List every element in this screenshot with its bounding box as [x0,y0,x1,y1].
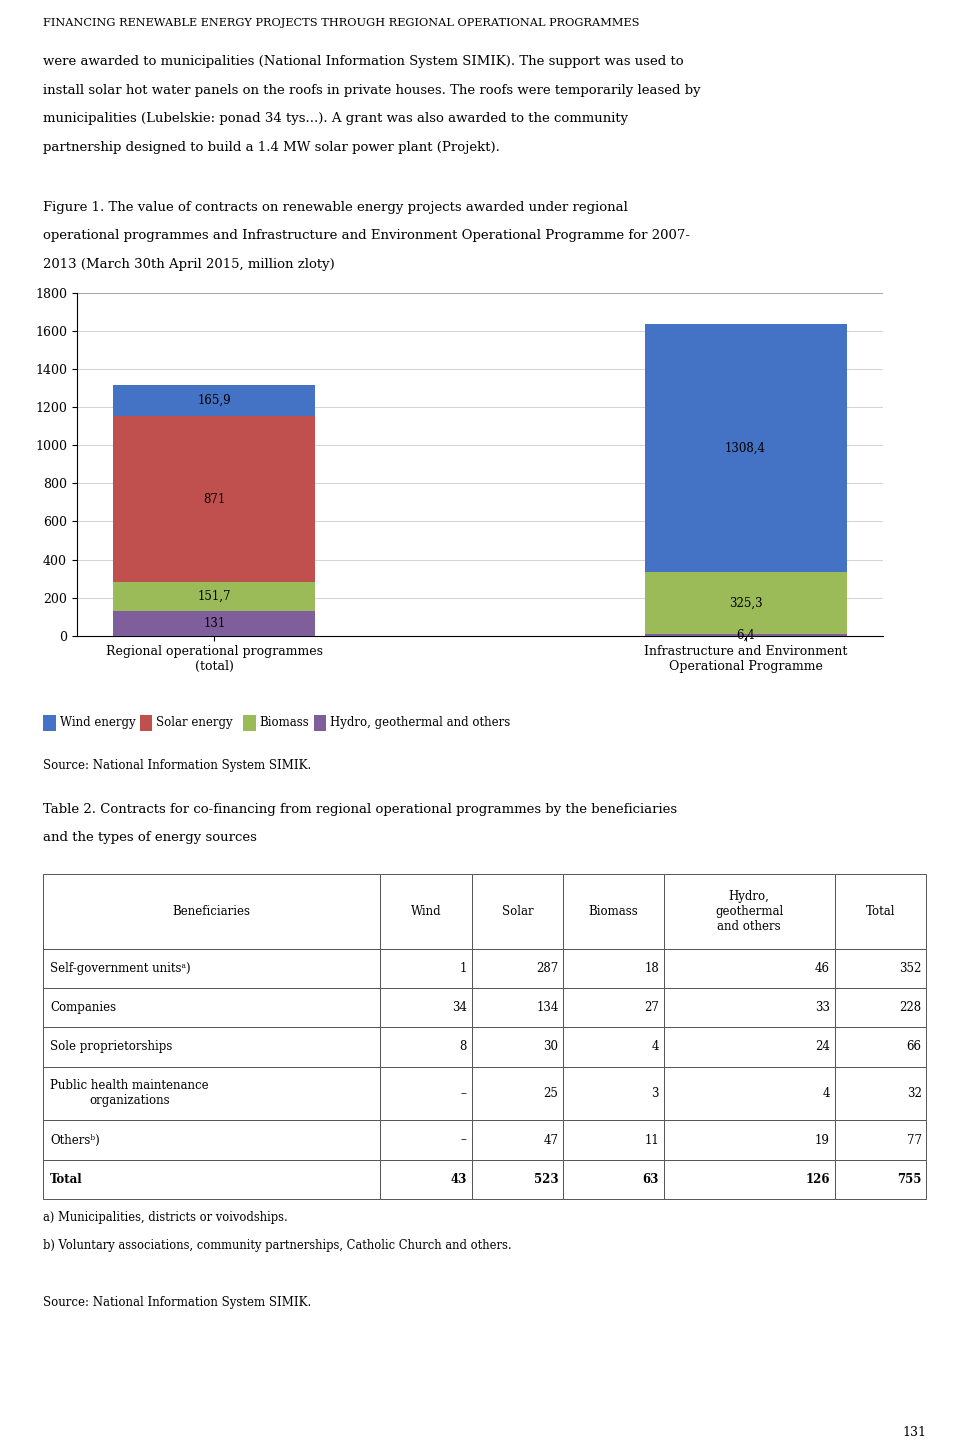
Text: 871: 871 [204,492,226,505]
Text: 1: 1 [460,962,467,974]
Text: 77: 77 [906,1134,922,1146]
Text: b) Voluntary associations, community partnerships, Catholic Church and others.: b) Voluntary associations, community par… [43,1239,512,1252]
Text: 4: 4 [823,1088,829,1099]
Text: 151,7: 151,7 [198,590,231,603]
Text: 228: 228 [900,1002,922,1013]
Text: Biomass: Biomass [259,716,309,729]
Text: 6,4: 6,4 [736,629,755,642]
Text: 33: 33 [815,1002,829,1013]
Text: 352: 352 [900,962,922,974]
Text: 25: 25 [543,1088,559,1099]
Text: were awarded to municipalities (National Information System SIMIK). The support : were awarded to municipalities (National… [43,55,684,68]
Text: 11: 11 [644,1134,660,1146]
Text: 126: 126 [805,1174,829,1185]
Text: Companies: Companies [50,1002,116,1013]
Bar [645,323,847,572]
Text: Total: Total [50,1174,83,1185]
Bar [113,416,315,582]
Text: 3: 3 [652,1088,660,1099]
Text: Beneficiaries: Beneficiaries [173,906,251,917]
Text: 287: 287 [537,962,559,974]
Text: 131: 131 [204,616,226,629]
Text: 8: 8 [460,1041,467,1053]
Bar [113,610,315,635]
Text: 134: 134 [537,1002,559,1013]
Text: Public health maintenance
organizations: Public health maintenance organizations [50,1079,208,1108]
Text: Othersᵇ): Othersᵇ) [50,1134,100,1146]
Text: and the types of energy sources: and the types of energy sources [43,831,257,844]
Text: 63: 63 [642,1174,660,1185]
Text: 46: 46 [815,962,829,974]
Text: 32: 32 [907,1088,922,1099]
Text: 18: 18 [644,962,660,974]
Text: 523: 523 [534,1174,559,1185]
Text: 325,3: 325,3 [729,597,762,610]
Text: 19: 19 [815,1134,829,1146]
Text: Solar: Solar [502,906,534,917]
Text: 1308,4: 1308,4 [725,441,766,454]
Bar [113,384,315,416]
Text: 755: 755 [898,1174,922,1185]
Text: Hydro,
geothermal
and others: Hydro, geothermal and others [715,890,783,933]
Text: partnership designed to build a 1.4 MW solar power plant (Projekt).: partnership designed to build a 1.4 MW s… [43,141,500,153]
Bar [645,572,847,635]
Text: Figure 1. The value of contracts on renewable energy projects awarded under regi: Figure 1. The value of contracts on rene… [43,201,628,214]
Text: municipalities (Lubelskie: ponad 34 tys...). A grant was also awarded to the com: municipalities (Lubelskie: ponad 34 tys.… [43,112,629,125]
Text: 34: 34 [452,1002,467,1013]
Text: Wind energy: Wind energy [60,716,135,729]
Text: 27: 27 [644,1002,660,1013]
Bar [113,582,315,610]
Text: –: – [461,1134,467,1146]
Text: Source: National Information System SIMIK.: Source: National Information System SIMI… [43,1296,311,1309]
Text: 47: 47 [543,1134,559,1146]
Text: Source: National Information System SIMIK.: Source: National Information System SIMI… [43,760,311,772]
Text: 30: 30 [543,1041,559,1053]
Text: –: – [461,1088,467,1099]
Text: Sole proprietorships: Sole proprietorships [50,1041,172,1053]
Text: 2013 (March 30th April 2015, million zloty): 2013 (March 30th April 2015, million zlo… [43,258,335,271]
Text: 165,9: 165,9 [198,395,231,408]
Text: 66: 66 [906,1041,922,1053]
Text: 131: 131 [902,1425,926,1439]
Text: FINANCING RENEWABLE ENERGY PROJECTS THROUGH REGIONAL OPERATIONAL PROGRAMMES: FINANCING RENEWABLE ENERGY PROJECTS THRO… [43,17,639,28]
Text: Solar energy: Solar energy [156,716,233,729]
Text: 4: 4 [652,1041,660,1053]
Text: Hydro, geothermal and others: Hydro, geothermal and others [330,716,511,729]
Text: Biomass: Biomass [588,906,638,917]
Text: a) Municipalities, districts or voivodships.: a) Municipalities, districts or voivodsh… [43,1211,288,1223]
Text: 24: 24 [815,1041,829,1053]
Text: Wind: Wind [411,906,441,917]
Text: Self-government unitsᵃ): Self-government unitsᵃ) [50,962,190,974]
Text: install solar hot water panels on the roofs in private houses. The roofs were te: install solar hot water panels on the ro… [43,83,701,96]
Text: operational programmes and Infrastructure and Environment Operational Programme : operational programmes and Infrastructur… [43,229,690,242]
Text: Total: Total [866,906,896,917]
Text: Table 2. Contracts for co-financing from regional operational programmes by the : Table 2. Contracts for co-financing from… [43,804,678,815]
Text: 43: 43 [450,1174,467,1185]
